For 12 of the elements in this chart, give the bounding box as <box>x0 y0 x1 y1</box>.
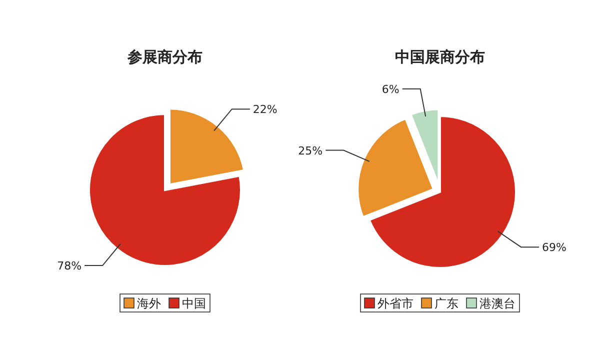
legend-label: 外省市 <box>378 296 414 310</box>
data-label: 6% <box>382 82 400 96</box>
data-label: 69% <box>542 241 567 254</box>
legend-label: 海外 <box>137 296 161 310</box>
chart-title: 中国展商分布 <box>395 48 485 66</box>
legend-label: 港澳台 <box>480 296 516 310</box>
data-label: 25% <box>298 144 323 158</box>
chart-title: 参展商分布 <box>126 48 202 66</box>
data-label: 78% <box>57 260 82 273</box>
legend-label: 广东 <box>434 296 458 310</box>
legend-label: 中国 <box>182 296 206 310</box>
data-label: 22% <box>252 103 278 116</box>
